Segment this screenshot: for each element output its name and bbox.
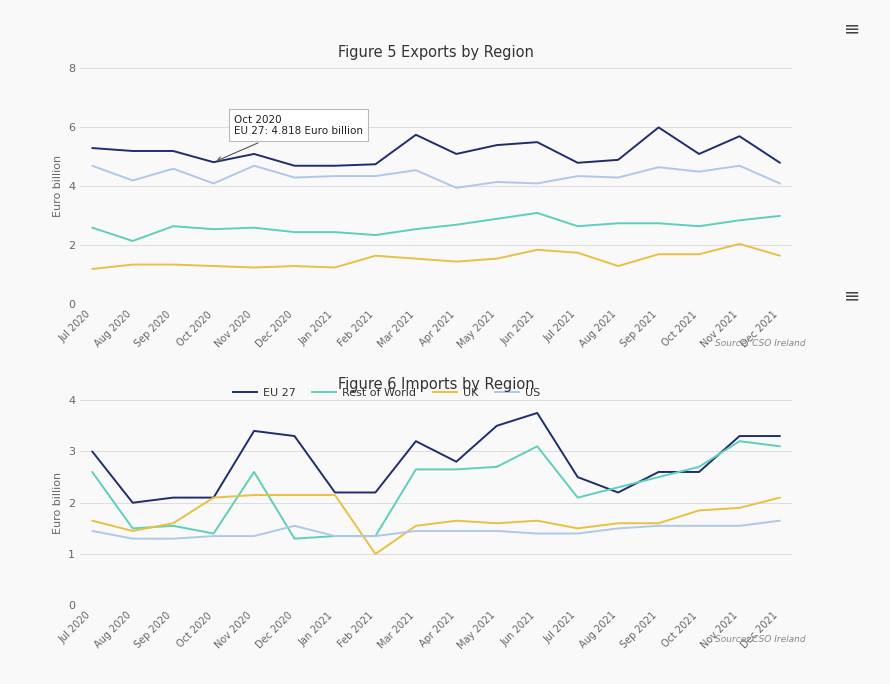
Title: Figure 5 Exports by Region: Figure 5 Exports by Region bbox=[338, 45, 534, 60]
Text: ≡: ≡ bbox=[845, 286, 861, 305]
Legend: EU 27, Rest of World, UK, US: EU 27, Rest of World, UK, US bbox=[228, 384, 545, 403]
Y-axis label: Euro billion: Euro billion bbox=[53, 155, 62, 218]
Title: Figure 6 Imports by Region: Figure 6 Imports by Region bbox=[338, 377, 534, 392]
Text: ≡: ≡ bbox=[845, 19, 861, 38]
Text: Oct 2020
EU 27: 4.818 Euro billion: Oct 2020 EU 27: 4.818 Euro billion bbox=[217, 115, 363, 161]
Text: Source: CSO Ireland: Source: CSO Ireland bbox=[715, 339, 805, 347]
Text: Source: CSO Ireland: Source: CSO Ireland bbox=[715, 635, 805, 644]
Y-axis label: Euro billion: Euro billion bbox=[53, 472, 62, 534]
